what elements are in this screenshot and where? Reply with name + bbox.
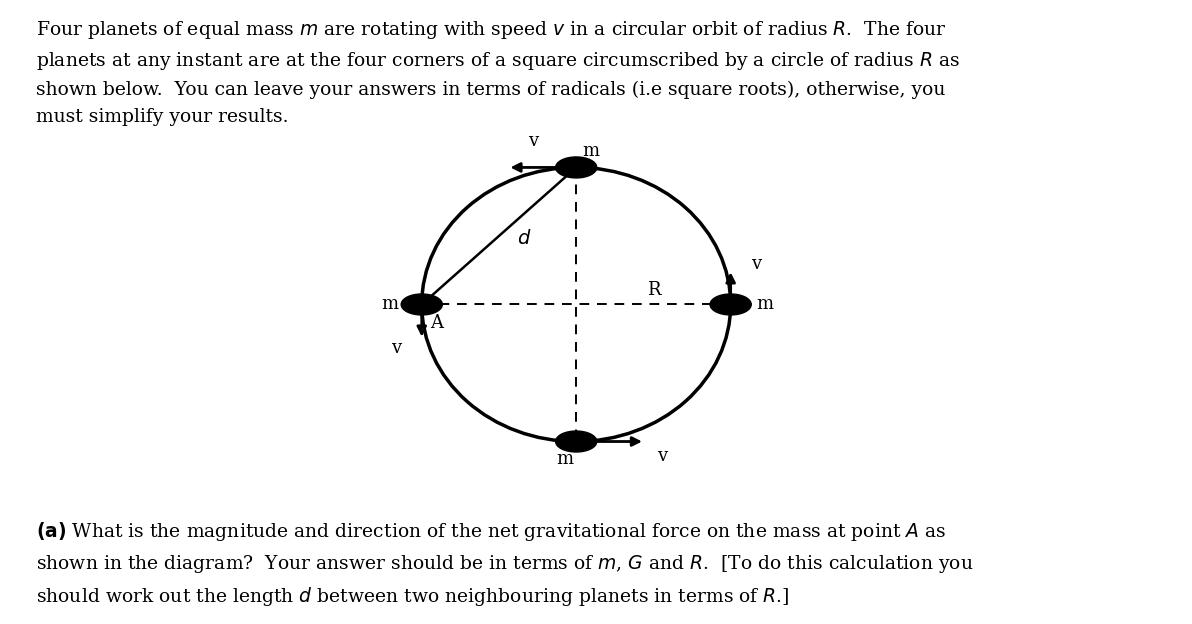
Circle shape <box>555 157 597 178</box>
Text: m: m <box>757 296 774 313</box>
Text: v: v <box>528 132 538 150</box>
Text: m: m <box>381 296 398 313</box>
Text: $\mathbf{(a)}$ What is the magnitude and direction of the net gravitational forc: $\mathbf{(a)}$ What is the magnitude and… <box>36 520 974 608</box>
Text: v: v <box>751 255 760 273</box>
Text: R: R <box>647 281 660 299</box>
Text: Four planets of equal mass $m$ are rotating with speed $v$ in a circular orbit o: Four planets of equal mass $m$ are rotat… <box>36 19 960 125</box>
Circle shape <box>402 294 442 315</box>
Text: v: v <box>391 339 402 357</box>
Text: v: v <box>657 447 668 465</box>
Text: m: m <box>583 142 600 160</box>
Text: A: A <box>430 314 443 332</box>
Text: $d$: $d$ <box>517 230 532 248</box>
Text: m: m <box>557 450 573 468</box>
Circle shape <box>555 431 597 452</box>
Circle shape <box>710 294 751 315</box>
